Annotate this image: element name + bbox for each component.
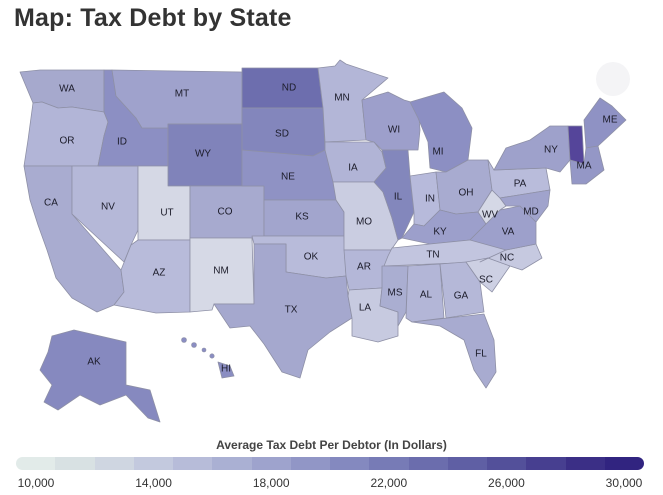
state-fl[interactable] — [411, 313, 497, 389]
state-label-ca: CA — [44, 198, 58, 209]
state-label-il: IL — [394, 192, 403, 203]
hawaii-island-1 — [181, 337, 187, 343]
us-map: WA OR CA NV ID MT WY UT CO AZ NM ND SD N… — [19, 59, 627, 423]
legend-tick-label: 14,000 — [135, 476, 172, 490]
legend-swatch-0 — [16, 457, 56, 470]
state-label-nd: ND — [282, 83, 296, 94]
state-label-co: CO — [218, 207, 233, 218]
state-label-ms: MS — [388, 288, 403, 299]
state-label-sc: SC — [479, 275, 493, 286]
state-sc[interactable] — [465, 257, 511, 293]
state-label-ok: OK — [304, 252, 319, 263]
state-label-ak: AK — [87, 357, 101, 368]
legend-swatch-1 — [55, 457, 95, 470]
state-label-me: ME — [603, 115, 618, 126]
legend-swatch-5 — [212, 457, 252, 470]
hawaii-island-2 — [191, 342, 197, 348]
legend-swatch-4 — [173, 457, 213, 470]
state-ga[interactable] — [439, 261, 485, 319]
state-label-hi: HI — [221, 364, 231, 375]
state-label-md: MD — [523, 207, 539, 218]
legend-swatch-13 — [526, 457, 566, 470]
state-label-mo: MO — [356, 217, 372, 228]
state-label-ny: NY — [544, 145, 558, 156]
state-label-nc: NC — [500, 253, 514, 264]
state-label-sd: SD — [275, 129, 289, 140]
state-label-wa: WA — [59, 84, 75, 95]
legend-swatch-14 — [565, 457, 605, 470]
state-ny[interactable] — [493, 125, 571, 173]
state-label-ks: KS — [295, 212, 309, 223]
legend-swatch-9 — [369, 457, 409, 470]
state-label-pa: PA — [514, 179, 527, 190]
legend-tick-labels: 10,000 14,000 18,000 22,000 26,000 30,000 — [0, 476, 663, 492]
state-md[interactable] — [499, 189, 551, 223]
state-label-mi: MI — [432, 147, 443, 158]
legend-swatch-2 — [94, 457, 134, 470]
legend-tick-label: 18,000 — [252, 476, 290, 490]
legend-swatch-3 — [133, 457, 173, 470]
state-label-in: IN — [425, 194, 435, 205]
state-label-oh: OH — [459, 188, 474, 199]
state-vt[interactable] — [567, 125, 585, 165]
legend-swatch-6 — [251, 457, 291, 470]
state-label-ky: KY — [433, 227, 447, 238]
legend-color-scale — [16, 457, 644, 470]
state-label-al: AL — [420, 290, 433, 301]
state-label-nv: NV — [101, 202, 115, 213]
state-label-fl: FL — [475, 349, 487, 360]
state-ma[interactable] — [569, 145, 605, 185]
legend-tick-label: 10,000 — [17, 476, 55, 490]
legend-swatch-12 — [487, 457, 527, 470]
legend-tick-label: 22,000 — [370, 476, 408, 490]
state-ak[interactable] — [39, 329, 161, 423]
state-label-wy: WY — [195, 149, 211, 160]
legend-title: Average Tax Debt Per Debtor (In Dollars) — [216, 438, 447, 452]
state-label-ar: AR — [357, 262, 371, 273]
state-label-ne: NE — [281, 172, 295, 183]
state-label-ma: MA — [577, 161, 592, 172]
state-hi[interactable] — [217, 361, 235, 379]
state-label-mn: MN — [334, 93, 350, 104]
state-wi[interactable] — [361, 91, 421, 151]
legend-swatch-15 — [604, 457, 644, 470]
state-label-wi: WI — [388, 125, 400, 136]
state-label-or: OR — [60, 136, 75, 147]
legend-swatch-10 — [408, 457, 448, 470]
legend-swatch-11 — [447, 457, 487, 470]
state-tx[interactable] — [213, 243, 353, 379]
state-label-tn: TN — [426, 250, 439, 261]
state-label-id: ID — [117, 137, 127, 148]
state-label-ia: IA — [348, 163, 358, 174]
legend-swatch-8 — [330, 457, 370, 470]
state-label-ut: UT — [160, 208, 173, 219]
state-or[interactable] — [23, 101, 109, 167]
state-label-az: AZ — [153, 268, 166, 279]
legend-tick-label: 30,000 — [605, 476, 643, 490]
hawaii-island-4 — [209, 353, 215, 359]
state-label-wv: WV — [482, 210, 498, 221]
legend-swatch-7 — [290, 457, 330, 470]
page-title: Map: Tax Debt by State — [14, 4, 292, 32]
state-il[interactable] — [373, 149, 415, 241]
state-label-tx: TX — [285, 305, 298, 316]
state-label-va: VA — [502, 227, 515, 238]
hawaii-island-3 — [201, 347, 207, 353]
state-label-ga: GA — [454, 291, 469, 302]
legend-tick-label: 26,000 — [488, 476, 525, 490]
state-label-mt: MT — [175, 89, 189, 100]
menu-button[interactable] — [596, 62, 630, 96]
state-mn[interactable] — [317, 59, 389, 143]
state-label-la: LA — [359, 303, 372, 314]
state-label-nm: NM — [213, 266, 229, 277]
